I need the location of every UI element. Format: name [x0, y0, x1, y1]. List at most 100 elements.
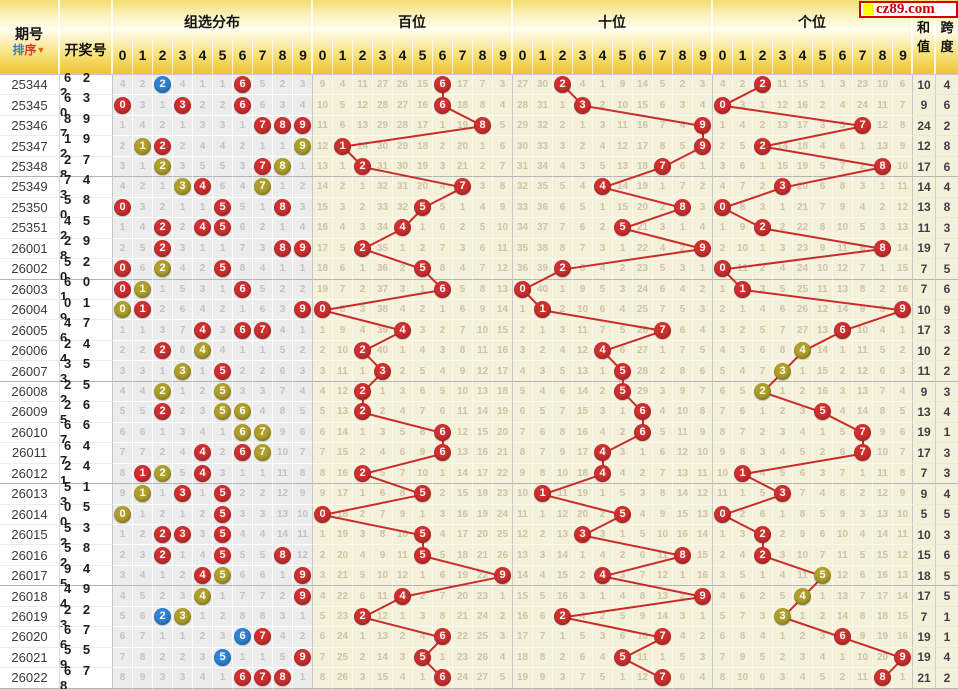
grid-cell: 1 [153, 422, 173, 444]
site-logo[interactable]: cz89.com [859, 1, 958, 18]
lottery-ball: 2 [154, 260, 171, 278]
grid-cell: 16 [313, 218, 333, 239]
grid-cell: 5 [613, 647, 633, 669]
grid-cell: 3 [693, 647, 713, 669]
grid-cell: 10 [893, 156, 913, 178]
grid-cell: 6 [333, 259, 353, 280]
grid-cell: 0 [713, 259, 733, 280]
grid-cell: 1 [293, 156, 313, 178]
grid-cell: 2 [573, 136, 593, 157]
grid-cell: 1 [753, 238, 773, 260]
grid-cell: 5 [833, 115, 853, 137]
grid-cell: 12 [613, 136, 633, 157]
digit-label: 5 [213, 40, 233, 74]
grid-cell: 2 [113, 238, 133, 260]
grid-cell: 12 [373, 606, 393, 628]
grid-cell: 1 [433, 115, 453, 137]
grid-cell: 5 [413, 545, 433, 566]
grid-cell: 6 [213, 177, 233, 198]
digit-label: 6 [633, 40, 653, 74]
sum-cell: 19 [913, 627, 936, 648]
grid-cell: 1 [413, 668, 433, 689]
grid-cell: 1 [193, 197, 213, 219]
lottery-ball: 3 [174, 362, 191, 380]
grid-cell: 27 [393, 95, 413, 116]
sum-cell: 19 [913, 422, 936, 444]
draw-number-cell: 6 7 8 [60, 663, 113, 689]
grid-cell: 18 [573, 463, 593, 485]
grid-cell: 7 [593, 320, 613, 341]
grid-cell: 6 [833, 627, 853, 648]
grid-cell: 2 [753, 586, 773, 607]
grid-cell: 29 [373, 115, 393, 137]
grid-cell: 4 [193, 443, 213, 464]
grid-cell: 0 [513, 279, 533, 300]
grid-cell: 2 [153, 586, 173, 607]
grid-cell: 2 [413, 586, 433, 607]
grid-cell: 1 [353, 361, 373, 382]
table-row: 26007 3 5 3 3 3 1 3 1 5 2 2 6 3 3 11 1 3 2 5 4 9 12 17 4 3 5 13 1 5… [0, 356, 958, 386]
grid-cell: 1 [513, 299, 533, 321]
grid-cell: 1 [553, 95, 573, 116]
sum-cell: 18 [913, 565, 936, 587]
issue-cell: 26004 [0, 299, 60, 321]
grid-cell: 6 [693, 361, 713, 382]
grid-cell: 25 [493, 524, 513, 546]
grid-cell: 6 [653, 95, 673, 116]
grid-cell: 3 [293, 361, 313, 382]
grid-cell: 3 [493, 75, 513, 96]
grid-cell: 2 [173, 402, 193, 423]
grid-cell: 5 [413, 484, 433, 505]
grid-cell: 2 [673, 75, 693, 96]
issue-header: 期号 排序▼ [0, 0, 60, 74]
sum-cell: 10 [913, 524, 936, 546]
grid-cell: 2 [593, 381, 613, 403]
grid-cell: 4 [653, 238, 673, 260]
grid-cell: 3 [753, 606, 773, 628]
lottery-ball: 7 [454, 178, 471, 196]
grid-cell: 4 [753, 463, 773, 485]
grid-cell: 6 [293, 422, 313, 444]
grid-cell: 6 [753, 340, 773, 362]
grid-cell: 2 [353, 504, 373, 525]
digit-label: 7 [453, 40, 473, 74]
grid-cell: 9 [473, 299, 493, 321]
digit-label: 5 [613, 40, 633, 74]
sum-cell: 11 [913, 218, 936, 239]
grid-cell: 2 [233, 361, 253, 382]
grid-cell: 3 [853, 504, 873, 525]
table-row: 26022 6 7 8 8 9 3 3 4 1 6 7 8 1 8 26 3 15 4 1 6 24 27 5 19 9 3 7 5… [0, 663, 958, 689]
grid-cell: 2 [493, 606, 513, 628]
grid-cell: 9 [273, 422, 293, 444]
grid-cell: 11 [653, 545, 673, 566]
grid-cell: 2 [893, 340, 913, 362]
grid-cell: 4 [813, 136, 833, 157]
grid-cell: 1 [853, 136, 873, 157]
grid-cell: 10 [693, 443, 713, 464]
grid-cell: 7 [253, 422, 273, 444]
grid-cell: 15 [493, 320, 513, 341]
grid-cell: 5 [593, 668, 613, 689]
span-cell: 3 [936, 320, 958, 341]
grid-cell: 2 [153, 115, 173, 137]
grid-cell: 1 [113, 320, 133, 341]
draw-number-cell: 7 4 3 [60, 172, 113, 202]
issue-cell: 26015 [0, 524, 60, 546]
grid-cell: 3 [593, 238, 613, 260]
sort-control[interactable]: 排序▼ [12, 43, 46, 57]
grid-cell: 3 [493, 627, 513, 648]
grid-cell: 8 [373, 524, 393, 546]
grid-cell: 31 [513, 156, 533, 178]
grid-cell: 3 [353, 299, 373, 321]
grid-cell: 4 [253, 402, 273, 423]
digit-label: 4 [793, 40, 813, 74]
grid-cell: 3 [113, 156, 133, 178]
grid-cell: 22 [333, 586, 353, 607]
digit-label: 9 [899, 47, 907, 63]
lottery-ball: 6 [634, 403, 651, 421]
lottery-ball: 3 [574, 96, 591, 114]
grid-cell: 7 [813, 197, 833, 219]
grid-cell: 11 [493, 238, 513, 260]
draw-number-cell: 1 9 2 [60, 131, 113, 161]
